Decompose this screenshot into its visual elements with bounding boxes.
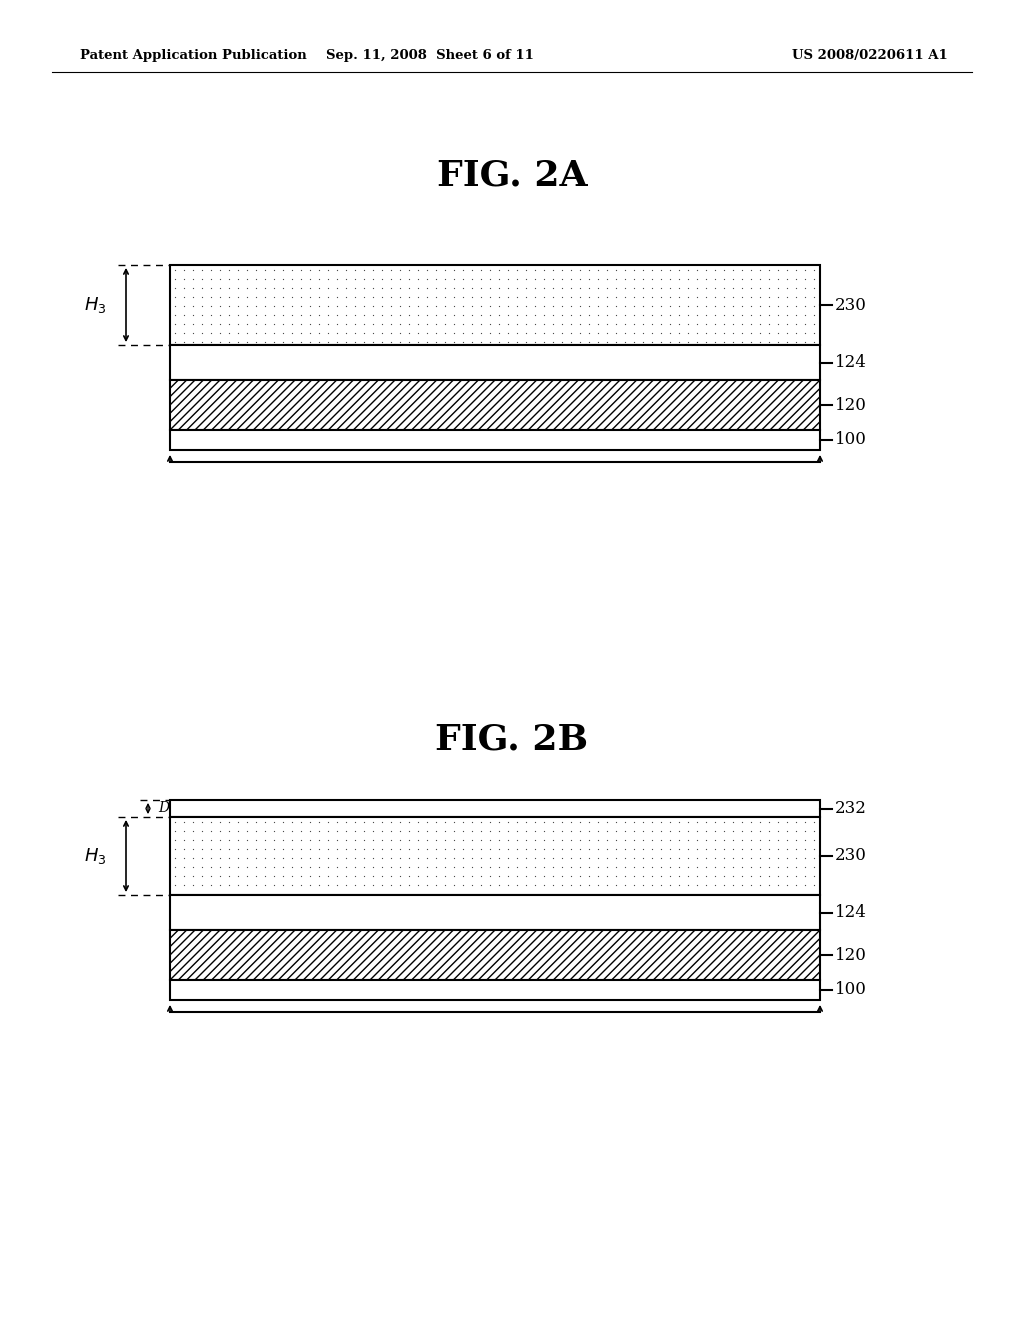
Text: FIG. 2B: FIG. 2B [435, 723, 589, 756]
Bar [170, 345, 820, 380]
Text: 232: 232 [835, 800, 867, 817]
Bar [170, 817, 820, 895]
Text: 100: 100 [835, 432, 867, 449]
Bar [170, 895, 820, 931]
Text: $H_3$: $H_3$ [84, 846, 106, 866]
Bar [170, 931, 820, 979]
Text: Sep. 11, 2008  Sheet 6 of 11: Sep. 11, 2008 Sheet 6 of 11 [326, 49, 534, 62]
Text: D: D [158, 801, 169, 816]
Text: $H_3$: $H_3$ [84, 294, 106, 315]
Bar [170, 800, 820, 817]
Text: US 2008/0220611 A1: US 2008/0220611 A1 [793, 49, 948, 62]
Text: 100: 100 [835, 982, 867, 998]
Bar [170, 979, 820, 1001]
Bar [170, 430, 820, 450]
Text: 124: 124 [835, 354, 867, 371]
Text: 230: 230 [835, 847, 867, 865]
Bar [170, 380, 820, 430]
Text: FIG. 2A: FIG. 2A [436, 158, 588, 191]
Bar [170, 265, 820, 345]
Text: 124: 124 [835, 904, 867, 921]
Text: 230: 230 [835, 297, 867, 314]
Text: 120: 120 [835, 396, 867, 413]
Text: Patent Application Publication: Patent Application Publication [80, 49, 307, 62]
Text: 120: 120 [835, 946, 867, 964]
